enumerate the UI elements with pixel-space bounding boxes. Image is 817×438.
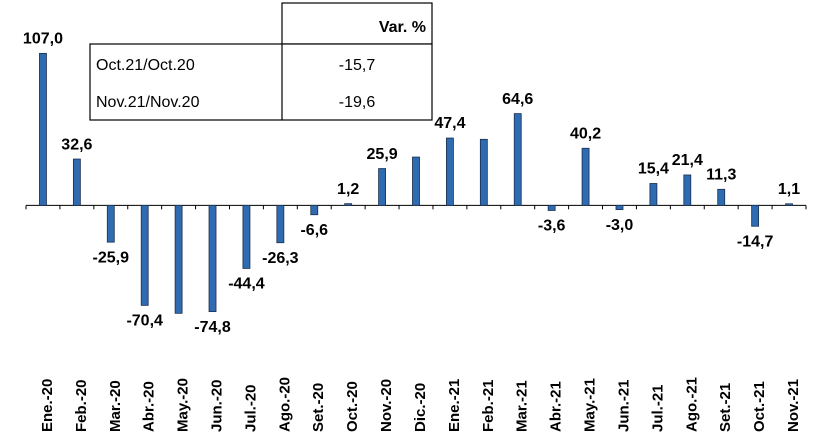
bar — [785, 203, 793, 206]
bar — [344, 203, 353, 206]
x-tick-label: Set.-20 — [310, 383, 327, 432]
bar — [547, 204, 556, 211]
bar — [310, 204, 319, 216]
x-tick-label: Mar.-21 — [514, 380, 531, 432]
value-label: 107,0 — [23, 31, 63, 48]
x-tick-label: Nov.-20 — [378, 379, 395, 432]
table: Var. % Oct.21/Oct.20 -15,7 Nov.21/Nov.20… — [89, 2, 433, 121]
x-tick-label: Set.-21 — [717, 383, 734, 432]
table-cell: Oct.21/Oct.20 — [96, 57, 195, 74]
bar — [479, 138, 488, 206]
x-tick-label: Oct.-21 — [751, 381, 768, 432]
x-tick-label: Ene.-21 — [446, 379, 463, 432]
bar — [513, 113, 522, 206]
bar — [174, 204, 183, 314]
x-tick-label: Mar.-20 — [107, 380, 124, 432]
x-tick-label: Abr.-21 — [548, 381, 565, 432]
table-cell: -15,7 — [339, 57, 376, 74]
value-label: 21,4 — [672, 152, 703, 169]
value-label: -44,4 — [228, 276, 265, 293]
value-label: 25,9 — [367, 146, 398, 163]
x-tick-label: Oct.-20 — [344, 381, 361, 432]
x-tick-label: Jul.-21 — [649, 384, 666, 432]
value-label: -3,6 — [538, 218, 566, 235]
value-label: 47,4 — [434, 115, 465, 132]
x-tick-label: Ago.-20 — [276, 377, 293, 432]
x-tick-label: Ene.-20 — [39, 379, 56, 432]
value-label: 32,6 — [61, 136, 92, 153]
value-label: -3,0 — [606, 217, 634, 234]
value-label: 64,6 — [502, 91, 533, 108]
value-label: 15,4 — [638, 161, 669, 178]
value-label: 11,3 — [706, 167, 736, 184]
bar — [140, 204, 149, 306]
value-label: -14,7 — [737, 233, 774, 250]
bar — [446, 137, 454, 206]
bar — [276, 204, 285, 244]
bar — [106, 204, 115, 243]
table-header: Var. % — [379, 19, 426, 36]
value-label: -26,3 — [262, 250, 299, 267]
bar — [683, 174, 692, 206]
x-tick-label: Nov.-21 — [785, 379, 802, 432]
bar — [649, 183, 658, 206]
table-header-cell — [281, 2, 433, 45]
bar — [581, 147, 590, 206]
x-tick-label: Jul.-20 — [242, 384, 259, 432]
x-tick-label: Jun.-21 — [615, 379, 632, 432]
value-label: -6,6 — [300, 222, 328, 239]
x-tick-label: Feb.-21 — [480, 379, 497, 432]
bar — [412, 156, 420, 206]
x-tick-label: May.-21 — [582, 378, 599, 432]
value-label: 1,2 — [337, 181, 359, 198]
bar — [208, 204, 217, 313]
x-tick-label: Dic.-20 — [412, 383, 429, 432]
x-tick-label: Abr.-20 — [141, 381, 158, 432]
table-cell: -19,6 — [339, 94, 376, 111]
value-label: -25,9 — [93, 249, 130, 266]
bar — [717, 188, 726, 206]
bar — [39, 52, 47, 206]
bar — [242, 204, 251, 269]
x-tick-label: May.-20 — [175, 378, 192, 432]
bar — [615, 204, 624, 211]
bar — [378, 168, 386, 206]
bar — [72, 158, 81, 206]
x-tick-label: Jun.-20 — [208, 379, 225, 432]
value-label: -74,8 — [194, 319, 231, 336]
table-body — [89, 43, 433, 121]
value-label: 40,2 — [570, 125, 601, 142]
x-tick-label: Ago.-21 — [683, 377, 700, 432]
value-label: 1,1 — [778, 181, 800, 198]
x-tick-label: Feb.-20 — [73, 379, 90, 432]
table-cell: Nov.21/Nov.20 — [96, 94, 200, 111]
bar — [751, 204, 760, 227]
value-label: -70,4 — [126, 313, 163, 330]
